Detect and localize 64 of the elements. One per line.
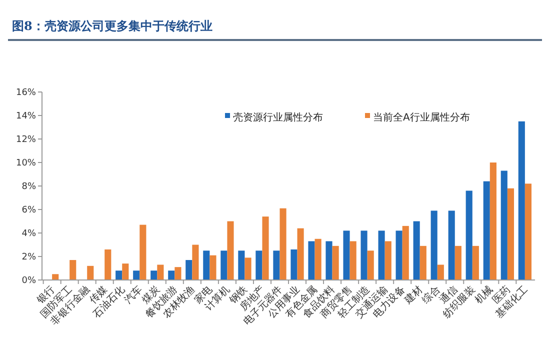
bar [332, 246, 339, 280]
y-tick-label: 8% [22, 182, 36, 192]
bar [87, 266, 94, 280]
bar [472, 246, 479, 280]
bar [133, 270, 140, 280]
bar [140, 224, 146, 280]
y-tick-label: 4% [22, 229, 36, 240]
bar [290, 249, 298, 280]
bar [168, 270, 175, 280]
bar [280, 208, 286, 280]
legend-label: 壳资源行业属性分布 [233, 112, 323, 124]
bar [210, 255, 216, 280]
bar [466, 190, 472, 280]
bar [518, 121, 525, 280]
bar [396, 230, 402, 280]
bar [203, 250, 210, 280]
bar [150, 270, 158, 280]
y-tick-label: 2% [22, 252, 36, 263]
bar [262, 216, 269, 280]
bar [490, 162, 496, 280]
chart-title: 图8：壳资源公司更多集中于传统行业 [12, 19, 212, 33]
y-tick-label: 16% [16, 88, 36, 98]
y-tick-label: 10% [16, 158, 36, 169]
bar [507, 188, 514, 280]
bar [308, 241, 315, 280]
bar [174, 267, 182, 280]
bar [192, 244, 199, 280]
bar [378, 230, 385, 280]
bar [256, 250, 262, 280]
y-tick-label: 12% [16, 135, 36, 146]
bar [413, 221, 420, 280]
bar [157, 264, 164, 280]
bar [122, 264, 129, 280]
bar [104, 249, 112, 280]
bar [52, 274, 59, 280]
bar [437, 264, 444, 280]
y-tick-label: 6% [22, 206, 36, 216]
legend-label: 当前全A行业属性分布 [373, 112, 470, 124]
bar [326, 241, 332, 280]
bar [297, 228, 304, 280]
bar [273, 250, 280, 280]
y-tick-label: 14% [16, 112, 36, 122]
y-tick-label: 0% [22, 276, 36, 286]
bar [343, 230, 350, 280]
bar [244, 258, 252, 280]
bar [360, 230, 368, 280]
bar [483, 181, 490, 280]
bar [448, 210, 455, 280]
bar [238, 250, 245, 280]
bar [350, 241, 356, 280]
bar [524, 184, 532, 280]
bar [70, 260, 76, 280]
bar [367, 250, 374, 280]
bar [220, 250, 228, 280]
bar [430, 210, 438, 280]
bar [420, 246, 426, 280]
bar [500, 170, 508, 280]
bar [454, 246, 462, 280]
bar [402, 226, 409, 280]
bar [384, 241, 392, 280]
bar [186, 260, 192, 280]
bar [227, 221, 234, 280]
bar [314, 238, 322, 280]
bar [116, 270, 122, 280]
